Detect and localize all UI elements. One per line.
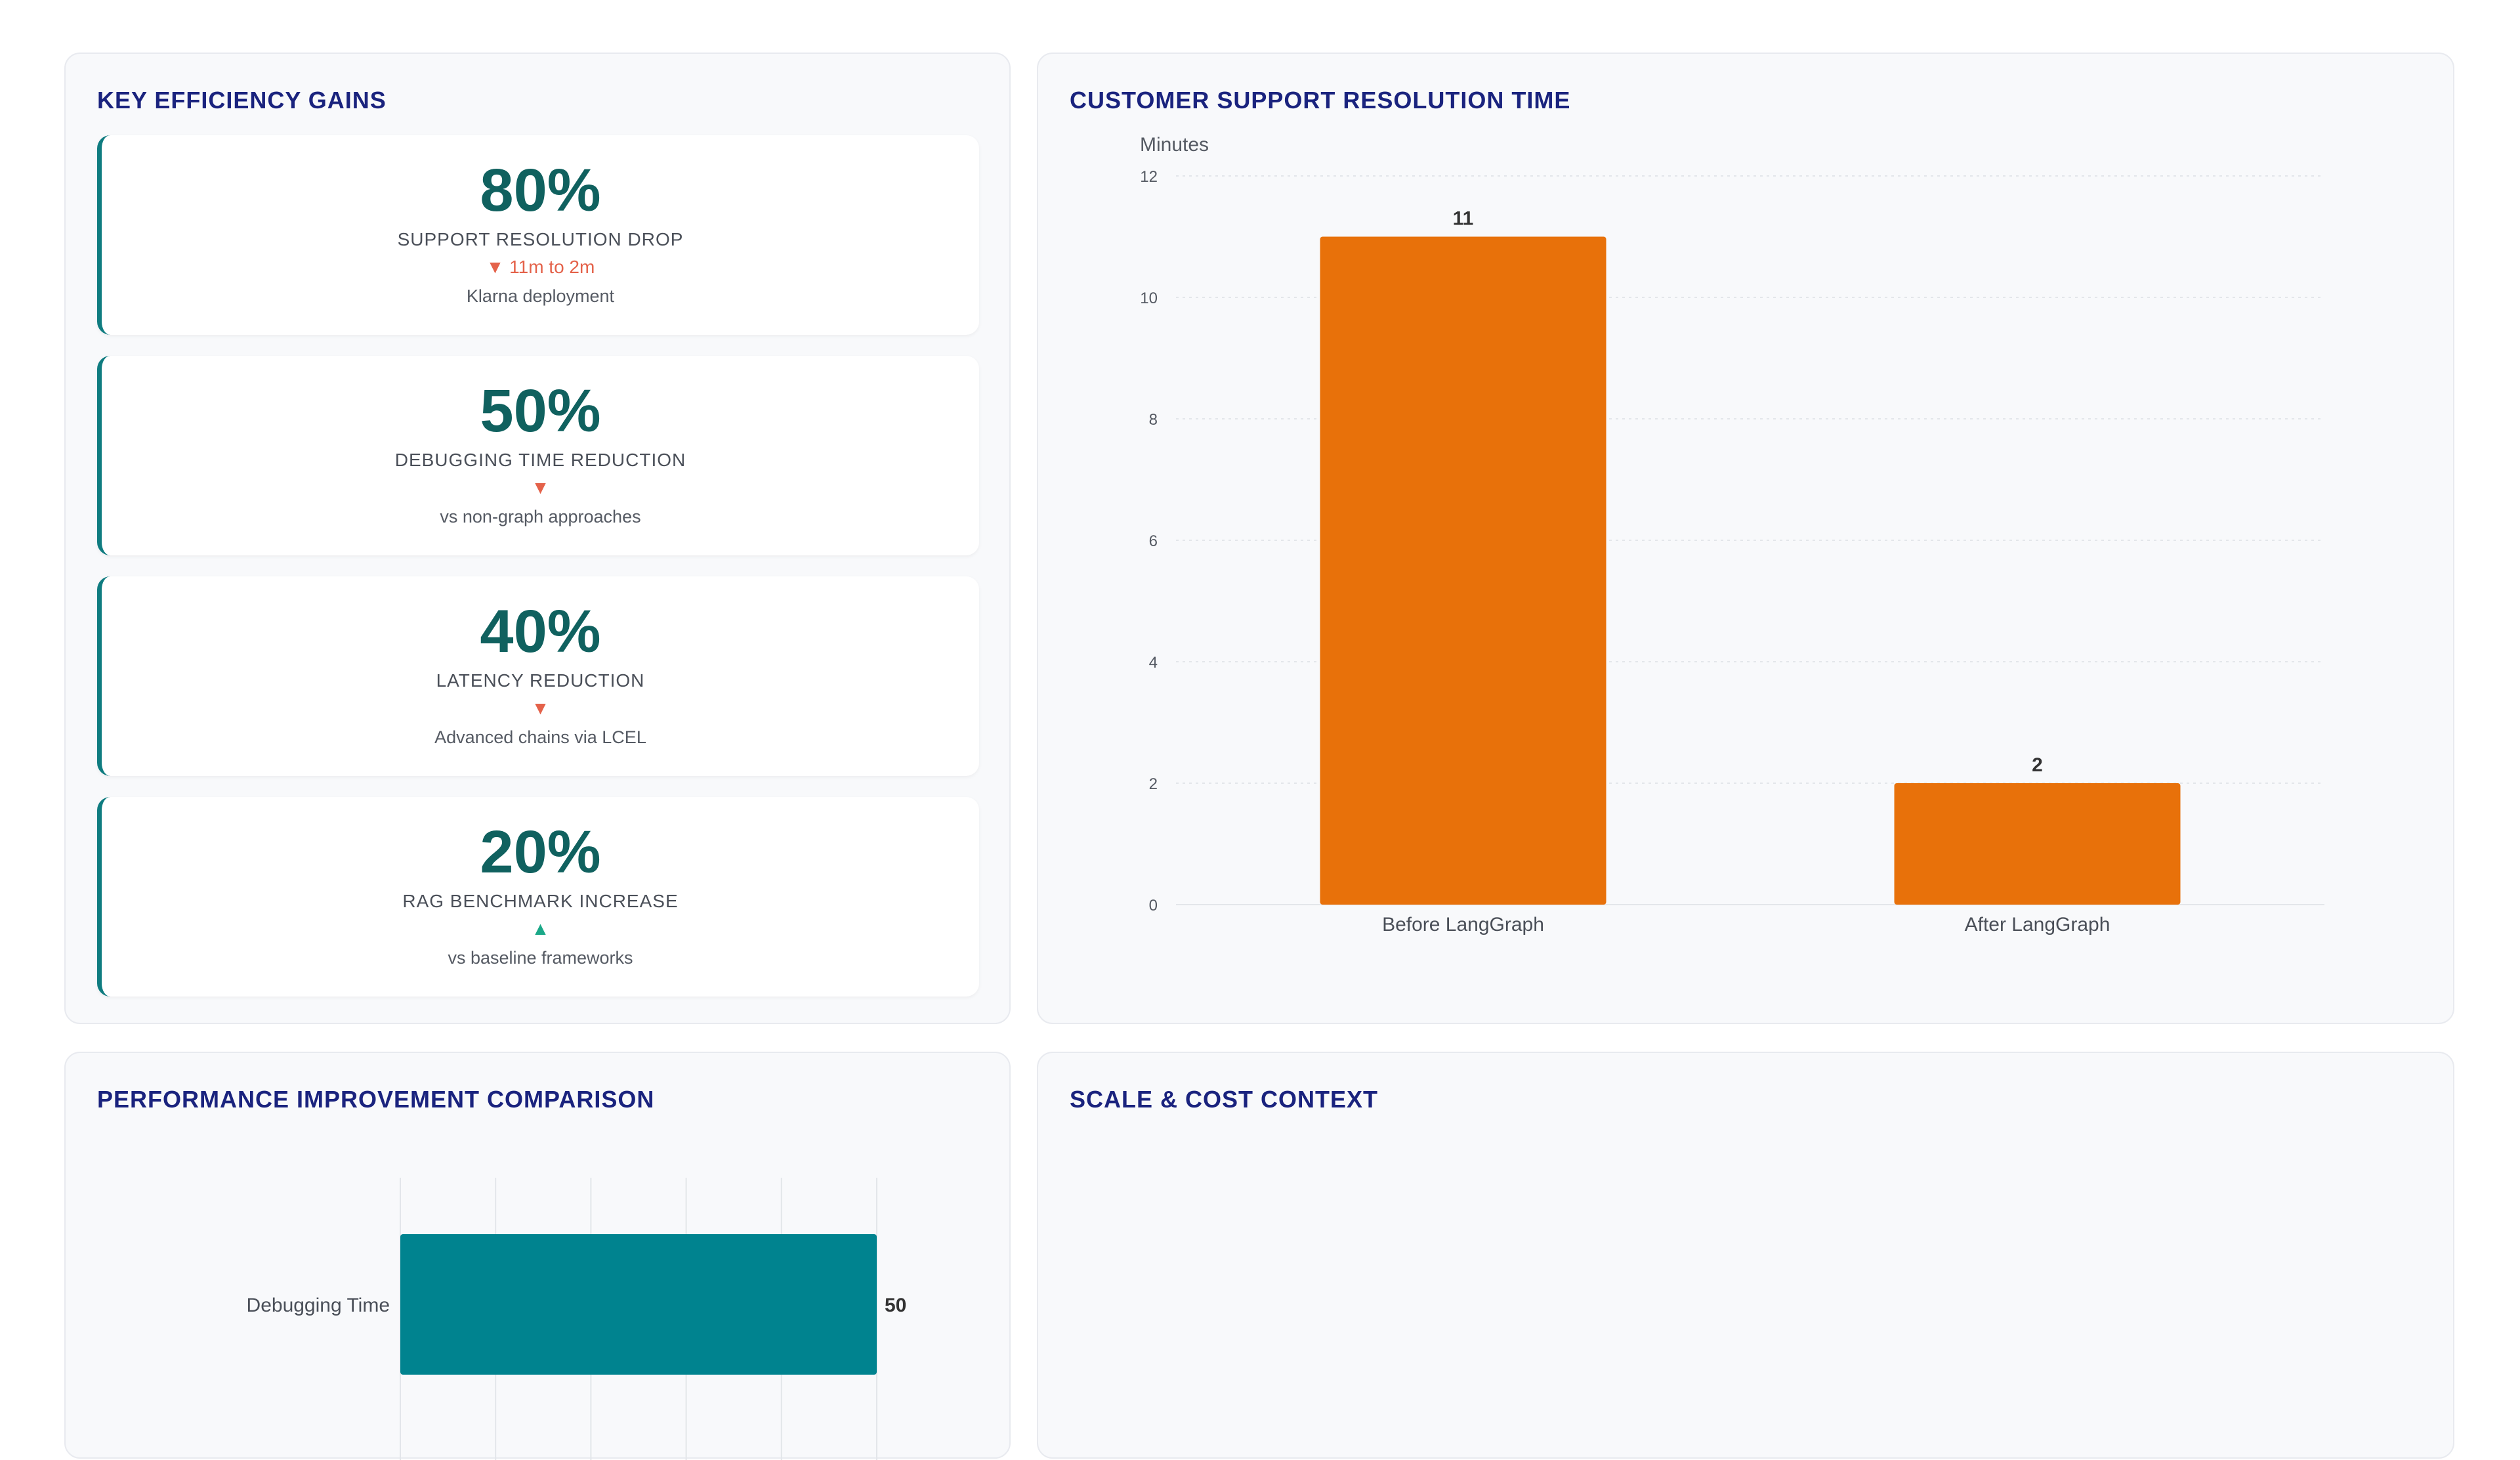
panel-title: CUSTOMER SUPPORT RESOLUTION TIME xyxy=(1070,87,1571,114)
y-tick-label: 12 xyxy=(1140,168,1158,186)
down-arrow-icon: ▼ xyxy=(531,698,550,718)
data-label: 2 xyxy=(2032,754,2043,776)
data-label: 11 xyxy=(1453,208,1474,230)
y-axis-label: Minutes xyxy=(1140,134,1209,156)
y-tick-label: 8 xyxy=(1149,411,1158,429)
kpi-label: RAG BENCHMARK INCREASE xyxy=(402,891,679,911)
kpi-card-latency: 40% LATENCY REDUCTION ▼ Advanced chains … xyxy=(97,576,979,776)
bar-after-langgraph xyxy=(1894,783,2181,905)
y-tick-label: 10 xyxy=(1140,290,1158,307)
kpi-note: Klarna deployment xyxy=(466,286,615,306)
bar-debugging-time xyxy=(400,1234,877,1375)
bar-before-langgraph xyxy=(1320,236,1606,905)
y-tick-label: 0 xyxy=(1149,897,1158,914)
performance-comparison-chart: Debugging Time 50 xyxy=(247,1178,906,1460)
kpi-value: 50% xyxy=(480,377,601,444)
y-tick-label: Debugging Time xyxy=(247,1295,390,1316)
kpi-label: LATENCY REDUCTION xyxy=(436,670,645,691)
resolution-time-chart: 0 2 4 6 8 10 12 Minutes 11 Before LangGraph 2 After… xyxy=(1140,134,2324,935)
kpi-note: Advanced chains via LCEL xyxy=(434,727,646,747)
panel-title: KEY EFFICIENCY GAINS xyxy=(97,87,387,114)
x-tick-label: After LangGraph xyxy=(1965,914,2110,935)
x-tick-label: Before LangGraph xyxy=(1382,914,1544,935)
kpi-label: DEBUGGING TIME REDUCTION xyxy=(394,450,686,470)
y-tick-label: 2 xyxy=(1149,775,1158,793)
kpi-card-debugging-time: 50% DEBUGGING TIME REDUCTION ▼ vs non-gr… xyxy=(97,356,979,555)
kpi-card-rag-benchmark: 20% RAG BENCHMARK INCREASE ▲ vs baseline… xyxy=(97,797,979,997)
scale-cost-panel: SCALE & COST CONTEXT xyxy=(1037,1052,2454,1459)
y-tick-label: 6 xyxy=(1149,532,1158,550)
resolution-time-panel: CUSTOMER SUPPORT RESOLUTION TIME 0 2 4 6 8 10… xyxy=(1037,53,2454,1024)
performance-comparison-panel: PERFORMANCE IMPROVEMENT COMPARISON Debug… xyxy=(64,1052,1011,1460)
panel-title: PERFORMANCE IMPROVEMENT COMPARISON xyxy=(97,1086,655,1113)
kpi-value: 40% xyxy=(480,598,601,665)
data-label: 50 xyxy=(885,1295,906,1316)
kpi-note: vs baseline frameworks xyxy=(448,948,633,968)
kpi-label: SUPPORT RESOLUTION DROP xyxy=(397,229,684,249)
down-arrow-icon: ▼ xyxy=(531,477,550,498)
kpi-delta: ▼ 11m to 2m xyxy=(486,257,595,277)
kpi-note: vs non-graph approaches xyxy=(440,507,641,526)
up-arrow-icon: ▲ xyxy=(531,918,550,939)
kpi-value: 80% xyxy=(480,157,601,224)
key-efficiency-panel: KEY EFFICIENCY GAINS 80% SUPPORT RESOLUT… xyxy=(64,53,1011,1024)
y-tick-label: 4 xyxy=(1149,654,1158,672)
kpi-value: 20% xyxy=(480,819,601,886)
panel-title: SCALE & COST CONTEXT xyxy=(1070,1086,1379,1113)
kpi-card-support-resolution: 80% SUPPORT RESOLUTION DROP ▼ 11m to 2m … xyxy=(97,135,979,335)
